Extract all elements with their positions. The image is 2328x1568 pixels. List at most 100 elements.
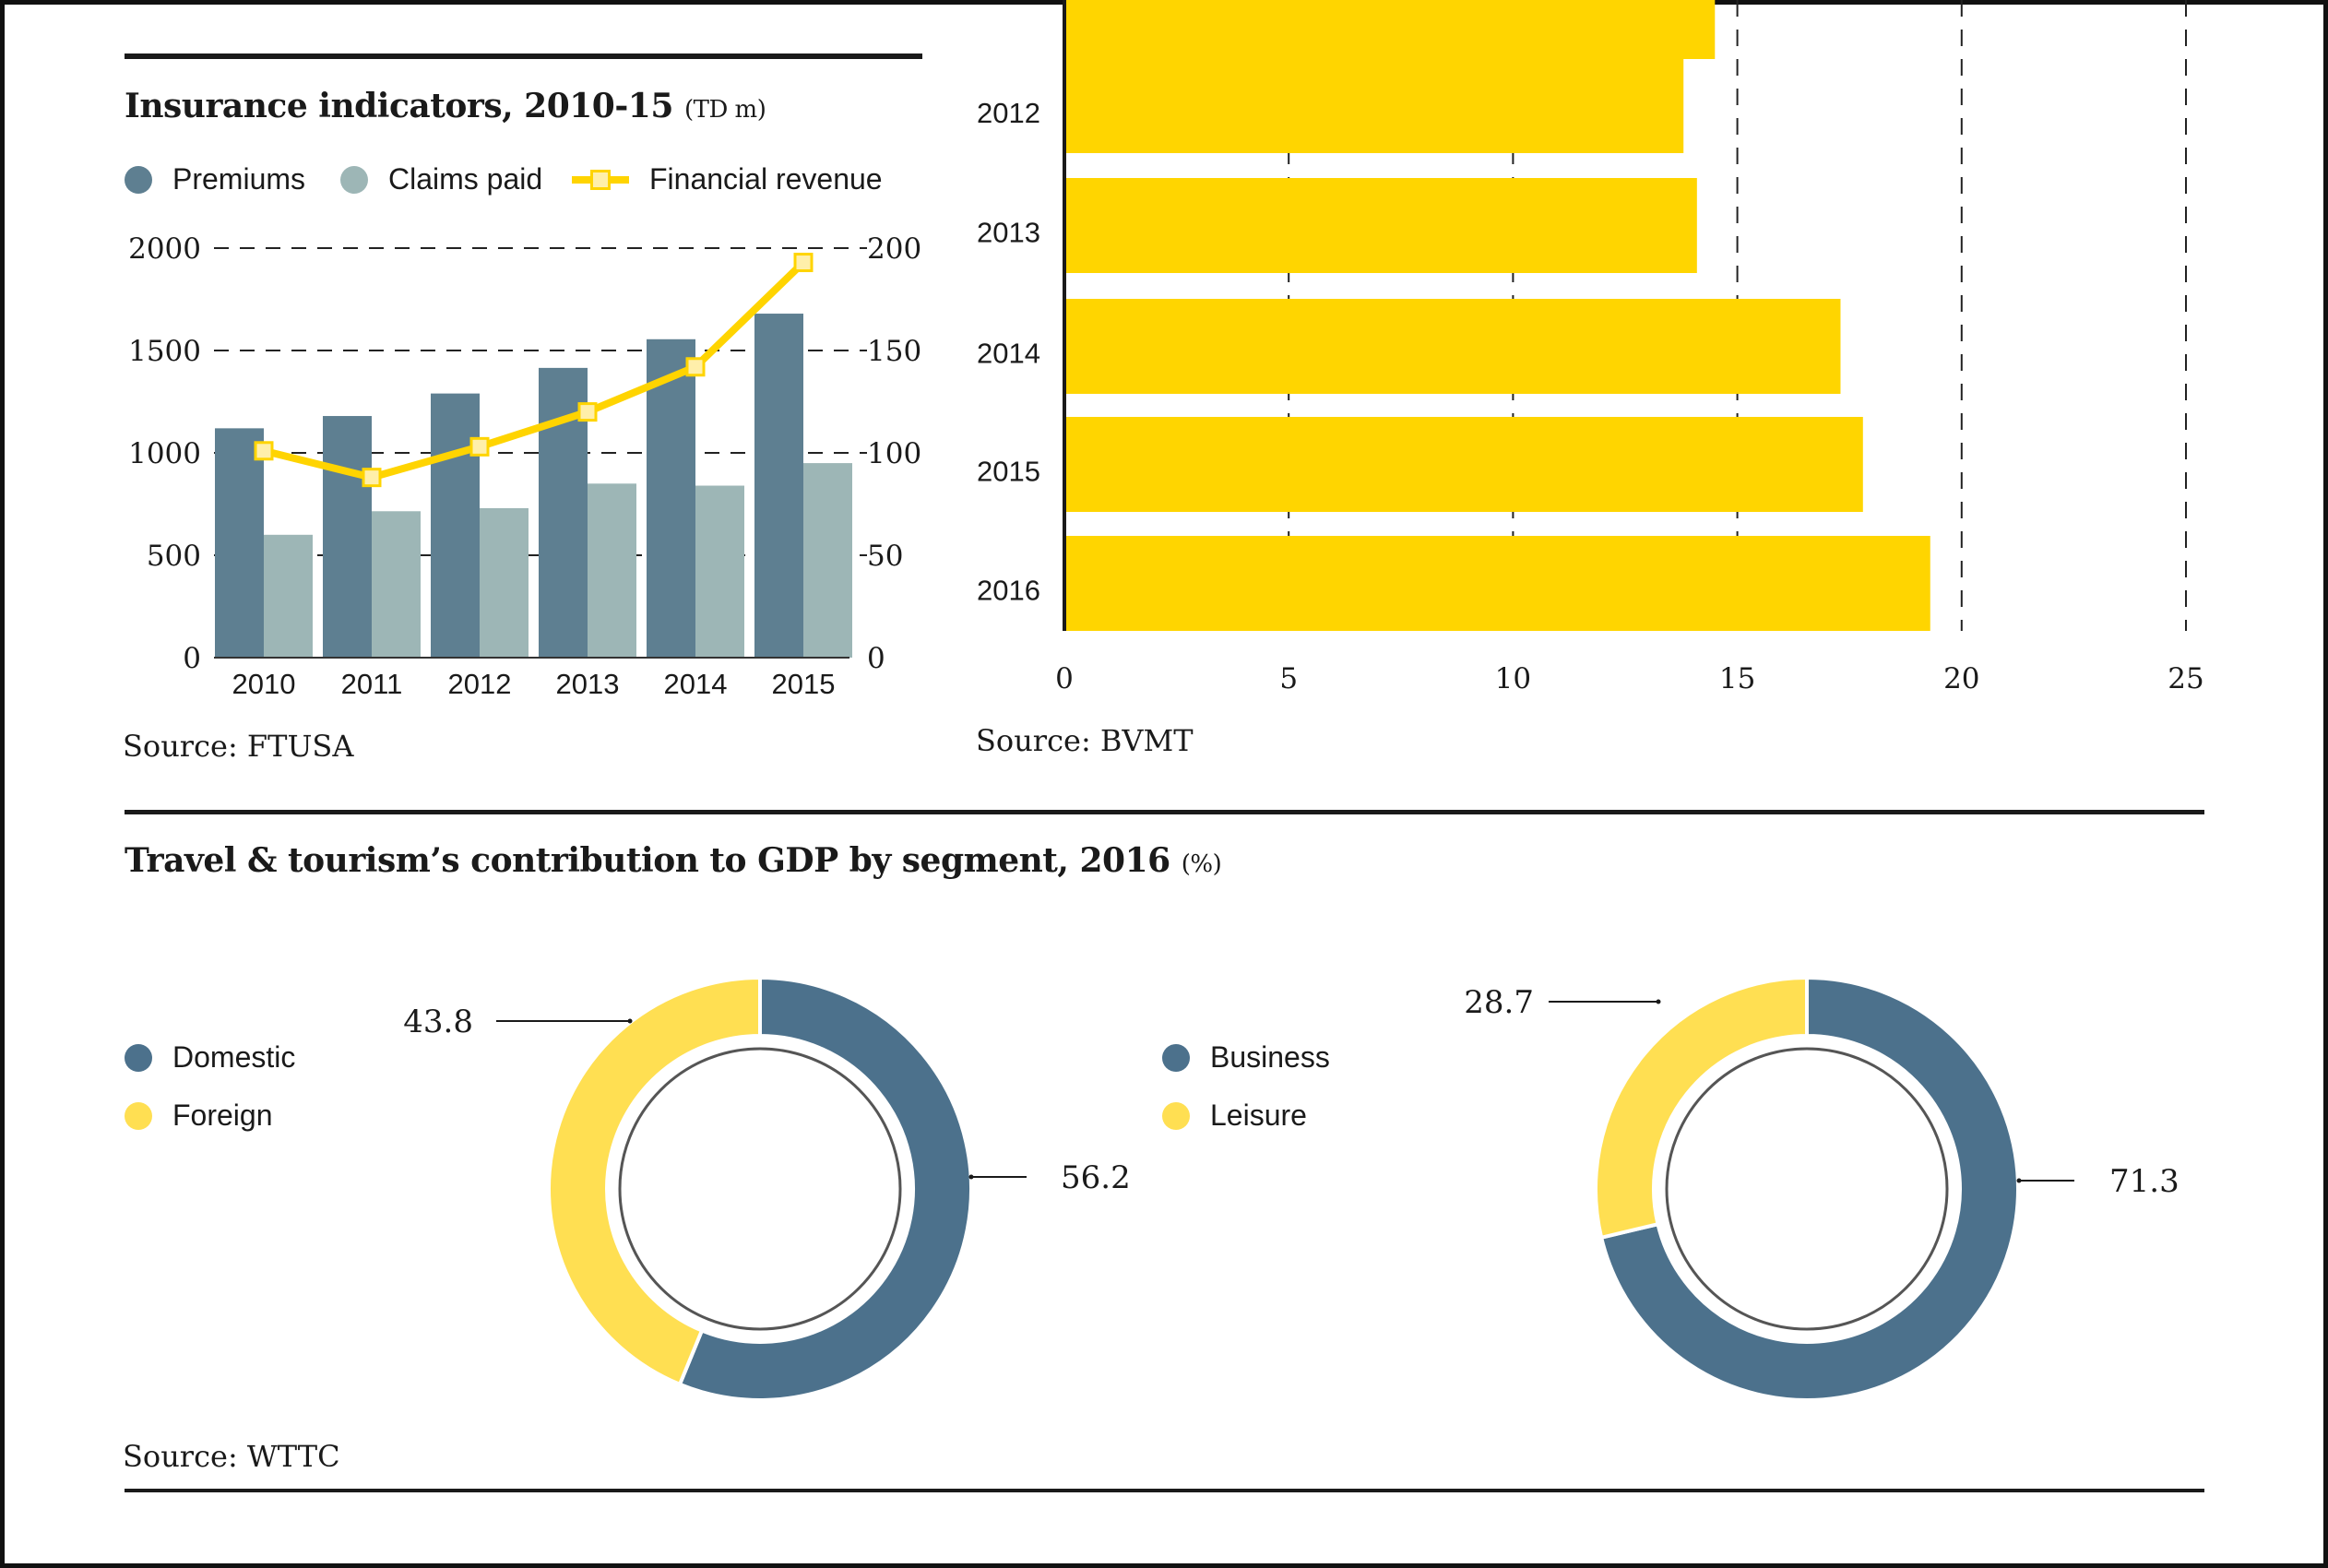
donut-domestic-foreign: 56.2 43.8 [403, 975, 1131, 1402]
y-tick-label-left: 500 [147, 540, 201, 573]
top-rule-insurance [125, 53, 922, 59]
bar-claims-paid [803, 463, 852, 658]
insurance-chart: 0 0 500 50 1000 100 1500 150 2000 200 2010 2011 2012… [128, 232, 921, 700]
bar-premiums [323, 416, 372, 658]
leader-dot [627, 1018, 633, 1024]
domestic-swatch-icon [125, 1043, 152, 1072]
bar-bvmt [1064, 536, 1930, 631]
bvmt-bar-chart: 0 5 10 15 20 25 2012 2013 2014 2015 2016 [977, 0, 2204, 695]
bar-premiums [647, 339, 695, 658]
x-tick-label: 2013 [556, 668, 620, 700]
donut-slice-foreign [547, 975, 762, 1387]
y-category-label: 2016 [977, 575, 1040, 607]
y-tick-label-right: 200 [867, 232, 921, 266]
x-tick-label: 2014 [664, 668, 728, 700]
y-tick-label-right: 0 [867, 642, 885, 675]
x-tick-label: 2010 [232, 668, 296, 700]
donut-value-label: 56.2 [1061, 1159, 1131, 1196]
legend-leisure-label: Leisure [1210, 1099, 1307, 1132]
marker-financial-revenue [254, 441, 274, 461]
bar-bvmt [1064, 178, 1697, 273]
leader-dot [2016, 1178, 2022, 1183]
y-category-label: 2012 [977, 97, 1040, 129]
donut-slice-business [1598, 975, 2020, 1402]
y-category-label: 2013 [977, 217, 1040, 249]
tourism-title-main: Travel & tourism’s contribution to GDP b… [125, 841, 1170, 880]
source-ftusa: Source: FTUSA [123, 729, 354, 764]
legend-claims-paid: Claims paid [340, 162, 542, 196]
donut-business-leisure: 71.3 28.7 [1464, 975, 2180, 1402]
tourism-title-unit: (%) [1181, 850, 1222, 878]
y-tick-label-left: 2000 [128, 232, 201, 266]
bar-bvmt [1064, 417, 1863, 512]
legend-premiums-label: Premiums [172, 162, 306, 196]
x-tick-label: 2011 [341, 668, 403, 700]
x-tick-label: 10 [1495, 662, 1531, 695]
x-tick-label: 5 [1279, 662, 1298, 695]
legend-financial-label: Financial revenue [649, 162, 883, 196]
y-tick-label-right: 50 [867, 540, 903, 573]
y-tick-label-left: 0 [183, 642, 201, 675]
donut-slice-domestic [677, 975, 973, 1402]
x-tick-label: 2012 [448, 668, 512, 700]
bar-premiums [431, 393, 480, 658]
marker-financial-revenue [685, 357, 706, 377]
bar-premiums [215, 428, 264, 658]
x-tick-label: 25 [2168, 662, 2203, 695]
x-tick-label: 15 [1719, 662, 1755, 695]
bar-bvmt [1064, 0, 1716, 59]
premiums-swatch-icon [125, 165, 152, 194]
bar-claims-paid [588, 483, 636, 658]
x-tick-label: 0 [1055, 662, 1074, 695]
business-swatch-icon [1162, 1043, 1190, 1072]
claims-swatch-icon [340, 165, 368, 194]
donut-slice-leisure [1594, 975, 1809, 1241]
marker-financial-revenue [469, 436, 490, 457]
bar-claims-paid [372, 511, 421, 658]
source-wttc: Source: WTTC [123, 1439, 340, 1474]
leader-dot [968, 1174, 974, 1180]
y-category-label: 2015 [977, 456, 1040, 488]
legend-business-label: Business [1210, 1040, 1330, 1074]
bottom-rule [125, 1489, 2204, 1492]
source-bvmt: Source: BVMT [976, 723, 1194, 758]
insurance-title-main: Insurance indicators, 2010-15 [125, 87, 673, 125]
legend-premiums: Premiums [125, 162, 305, 196]
bar-bvmt [1064, 59, 1684, 153]
bar-claims-paid [480, 507, 529, 658]
y-tick-label-right: 150 [867, 335, 921, 368]
x-tick-label: 2015 [772, 668, 836, 700]
y-tick-label-left: 1500 [128, 335, 201, 368]
legend-business: Business [1162, 1040, 1330, 1075]
legend-foreign: Foreign [125, 1099, 273, 1133]
line-financial-revenue [263, 259, 806, 481]
marker-financial-revenue [362, 468, 382, 488]
legend-domestic-label: Domestic [172, 1040, 296, 1074]
bar-claims-paid [264, 534, 313, 658]
insurance-chart-title: Insurance indicators, 2010-15 (TD m) [125, 87, 766, 125]
donut-value-label: 28.7 [1464, 984, 1534, 1021]
section-divider [125, 810, 2204, 814]
legend-foreign-label: Foreign [172, 1099, 273, 1132]
y-category-label: 2014 [977, 338, 1040, 370]
bar-bvmt [1064, 299, 1841, 394]
legend-domestic: Domestic [125, 1040, 295, 1075]
insurance-title-unit: (TD m) [683, 96, 766, 124]
donut-inner-ring [1665, 1047, 1949, 1331]
leader-dot [1656, 999, 1661, 1004]
donut-value-label: 71.3 [2109, 1163, 2180, 1200]
bar-claims-paid [695, 485, 744, 658]
marker-financial-revenue [793, 253, 814, 273]
leisure-swatch-icon [1162, 1101, 1190, 1130]
bar-premiums [754, 314, 803, 658]
line-marker-swatch-icon [572, 166, 629, 194]
donut-inner-ring [618, 1047, 902, 1331]
y-tick-label-right: 100 [867, 437, 921, 470]
legend-claims-label: Claims paid [388, 162, 543, 196]
donut-value-label: 43.8 [403, 1004, 473, 1040]
tourism-chart-title: Travel & tourism’s contribution to GDP b… [125, 841, 1222, 880]
y-tick-label-left: 1000 [128, 437, 201, 470]
legend-leisure: Leisure [1162, 1099, 1307, 1133]
foreign-swatch-icon [125, 1101, 152, 1130]
marker-financial-revenue [577, 402, 598, 422]
